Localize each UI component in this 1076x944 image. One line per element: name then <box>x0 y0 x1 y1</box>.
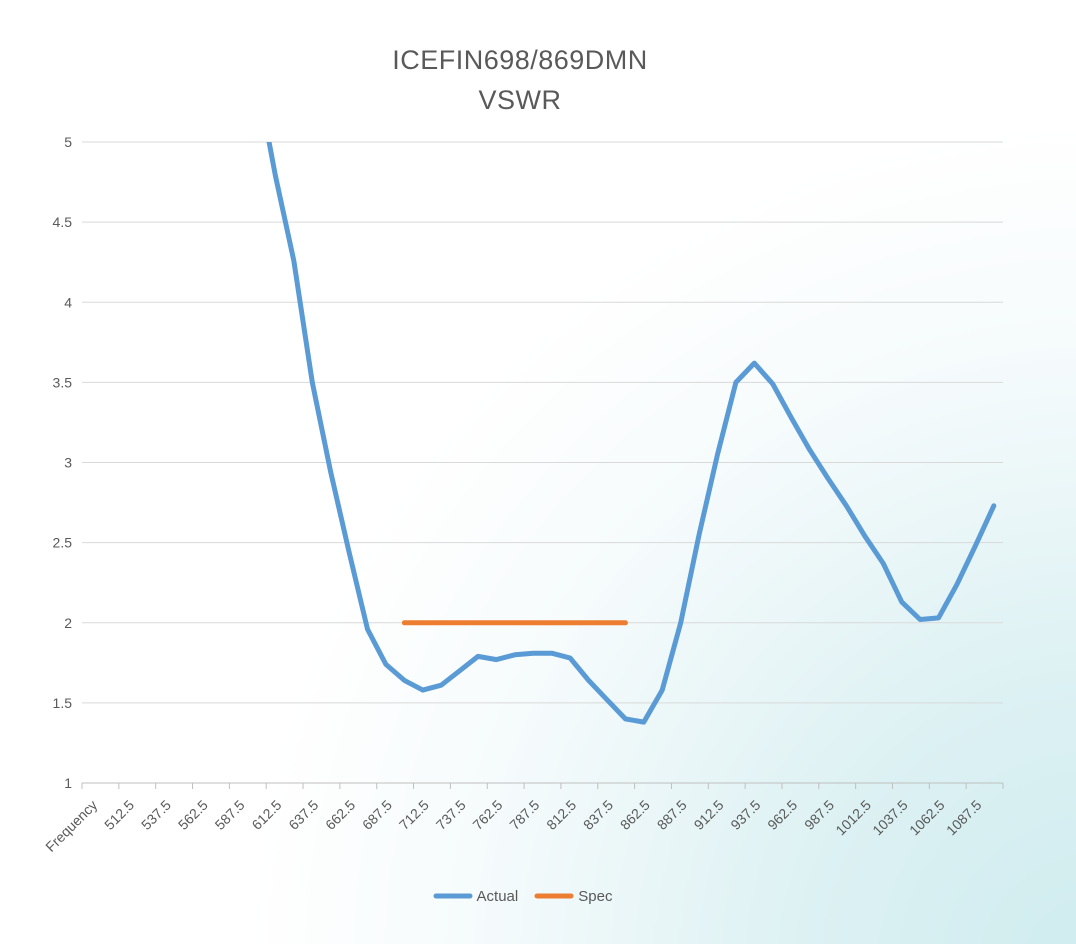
chart-title: ICEFIN698/869DMN VSWR <box>0 40 1040 120</box>
svg-text:787.5: 787.5 <box>506 797 542 833</box>
x-axis-labels: Frequency 512.5 537.5 562.5 587.5 612.5 637.5 6… <box>42 797 984 855</box>
svg-text:1037.5: 1037.5 <box>869 797 911 839</box>
svg-text:Frequency: Frequency <box>42 797 100 855</box>
svg-text:887.5: 887.5 <box>654 797 690 833</box>
svg-text:512.5: 512.5 <box>101 797 137 833</box>
svg-text:1062.5: 1062.5 <box>906 797 948 839</box>
gridlines <box>82 141 1003 784</box>
svg-text:1: 1 <box>64 775 72 791</box>
chart-title-line1: ICEFIN698/869DMN <box>392 45 648 75</box>
svg-text:2.5: 2.5 <box>53 535 73 551</box>
svg-text:737.5: 737.5 <box>433 797 469 833</box>
spec-line-swatch <box>534 893 574 899</box>
svg-text:662.5: 662.5 <box>322 797 358 833</box>
svg-text:1087.5: 1087.5 <box>943 797 985 839</box>
svg-text:687.5: 687.5 <box>359 797 395 833</box>
chart-title-line2: VSWR <box>478 85 562 115</box>
actual-line-swatch <box>433 893 473 899</box>
svg-text:537.5: 537.5 <box>138 797 174 833</box>
svg-text:712.5: 712.5 <box>396 797 432 833</box>
svg-text:762.5: 762.5 <box>469 797 505 833</box>
svg-text:3: 3 <box>64 455 72 471</box>
legend-label-spec: Spec <box>578 887 613 905</box>
x-axis-ticks <box>81 783 1004 789</box>
svg-text:837.5: 837.5 <box>580 797 616 833</box>
svg-text:812.5: 812.5 <box>543 797 579 833</box>
svg-text:912.5: 912.5 <box>691 797 727 833</box>
svg-text:5: 5 <box>64 134 72 150</box>
svg-text:3.5: 3.5 <box>53 374 73 390</box>
svg-text:587.5: 587.5 <box>212 797 248 833</box>
series-actual-line <box>266 142 997 725</box>
svg-text:637.5: 637.5 <box>285 797 321 833</box>
legend: Actual Spec <box>0 880 1044 912</box>
svg-text:1.5: 1.5 <box>53 695 73 711</box>
svg-text:4.5: 4.5 <box>53 214 73 230</box>
svg-text:562.5: 562.5 <box>175 797 211 833</box>
y-axis-labels: 1 1.5 2 2.5 3 3.5 4 4.5 5 <box>53 134 73 791</box>
svg-text:1012.5: 1012.5 <box>832 797 874 839</box>
svg-text:612.5: 612.5 <box>248 797 284 833</box>
legend-item-spec: Spec <box>533 888 612 905</box>
svg-text:862.5: 862.5 <box>617 797 653 833</box>
svg-text:937.5: 937.5 <box>727 797 763 833</box>
legend-label-actual: Actual <box>476 887 519 905</box>
svg-text:962.5: 962.5 <box>764 797 800 833</box>
legend-item-actual: Actual <box>432 887 519 905</box>
svg-text:2: 2 <box>64 615 72 631</box>
svg-text:4: 4 <box>64 294 72 310</box>
